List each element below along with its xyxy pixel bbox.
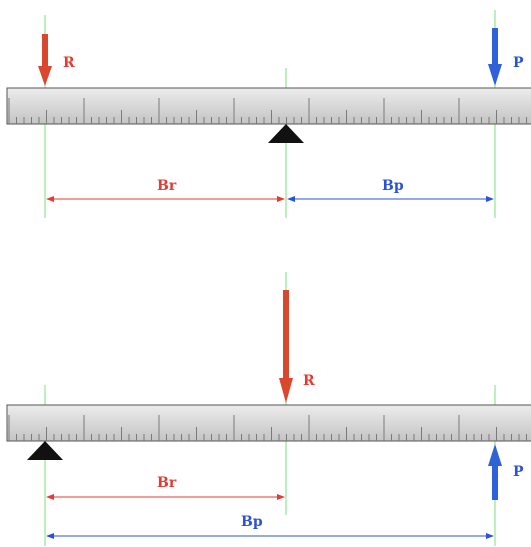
top-force-r-arrow-icon [38, 34, 52, 86]
bottom-force-r-arrow-icon [279, 290, 293, 403]
top-fulcrum-icon [268, 124, 304, 143]
top-force-r-label: R [63, 55, 75, 71]
top-force-p-arrow-icon [488, 28, 502, 86]
top-ruler-ticks [8, 98, 527, 124]
top-lever-bar [6, 87, 531, 125]
bottom-lever-bar [6, 404, 531, 442]
bottom-dim-br [46, 494, 285, 500]
bottom-fulcrum-icon [27, 441, 63, 460]
bottom-dim-bp-label: Bp [241, 514, 263, 530]
top-dim-bp-label: Bp [382, 178, 404, 194]
bottom-force-p-label: P [513, 464, 524, 480]
bottom-lever-diagram: R P Br Bp [6, 272, 531, 546]
bottom-ruler-ticks [8, 415, 527, 441]
bottom-dim-bp [46, 533, 494, 539]
top-dim-br-label: Br [157, 178, 177, 194]
top-dim-br [46, 196, 285, 202]
top-lever-diagram: R P Br Bp [6, 10, 531, 218]
bottom-force-p-arrow-icon [488, 444, 502, 500]
top-force-p-label: P [513, 55, 524, 71]
bottom-dim-br-label: Br [157, 475, 177, 491]
top-dim-bp [287, 196, 494, 202]
bottom-force-r-label: R [303, 373, 315, 389]
